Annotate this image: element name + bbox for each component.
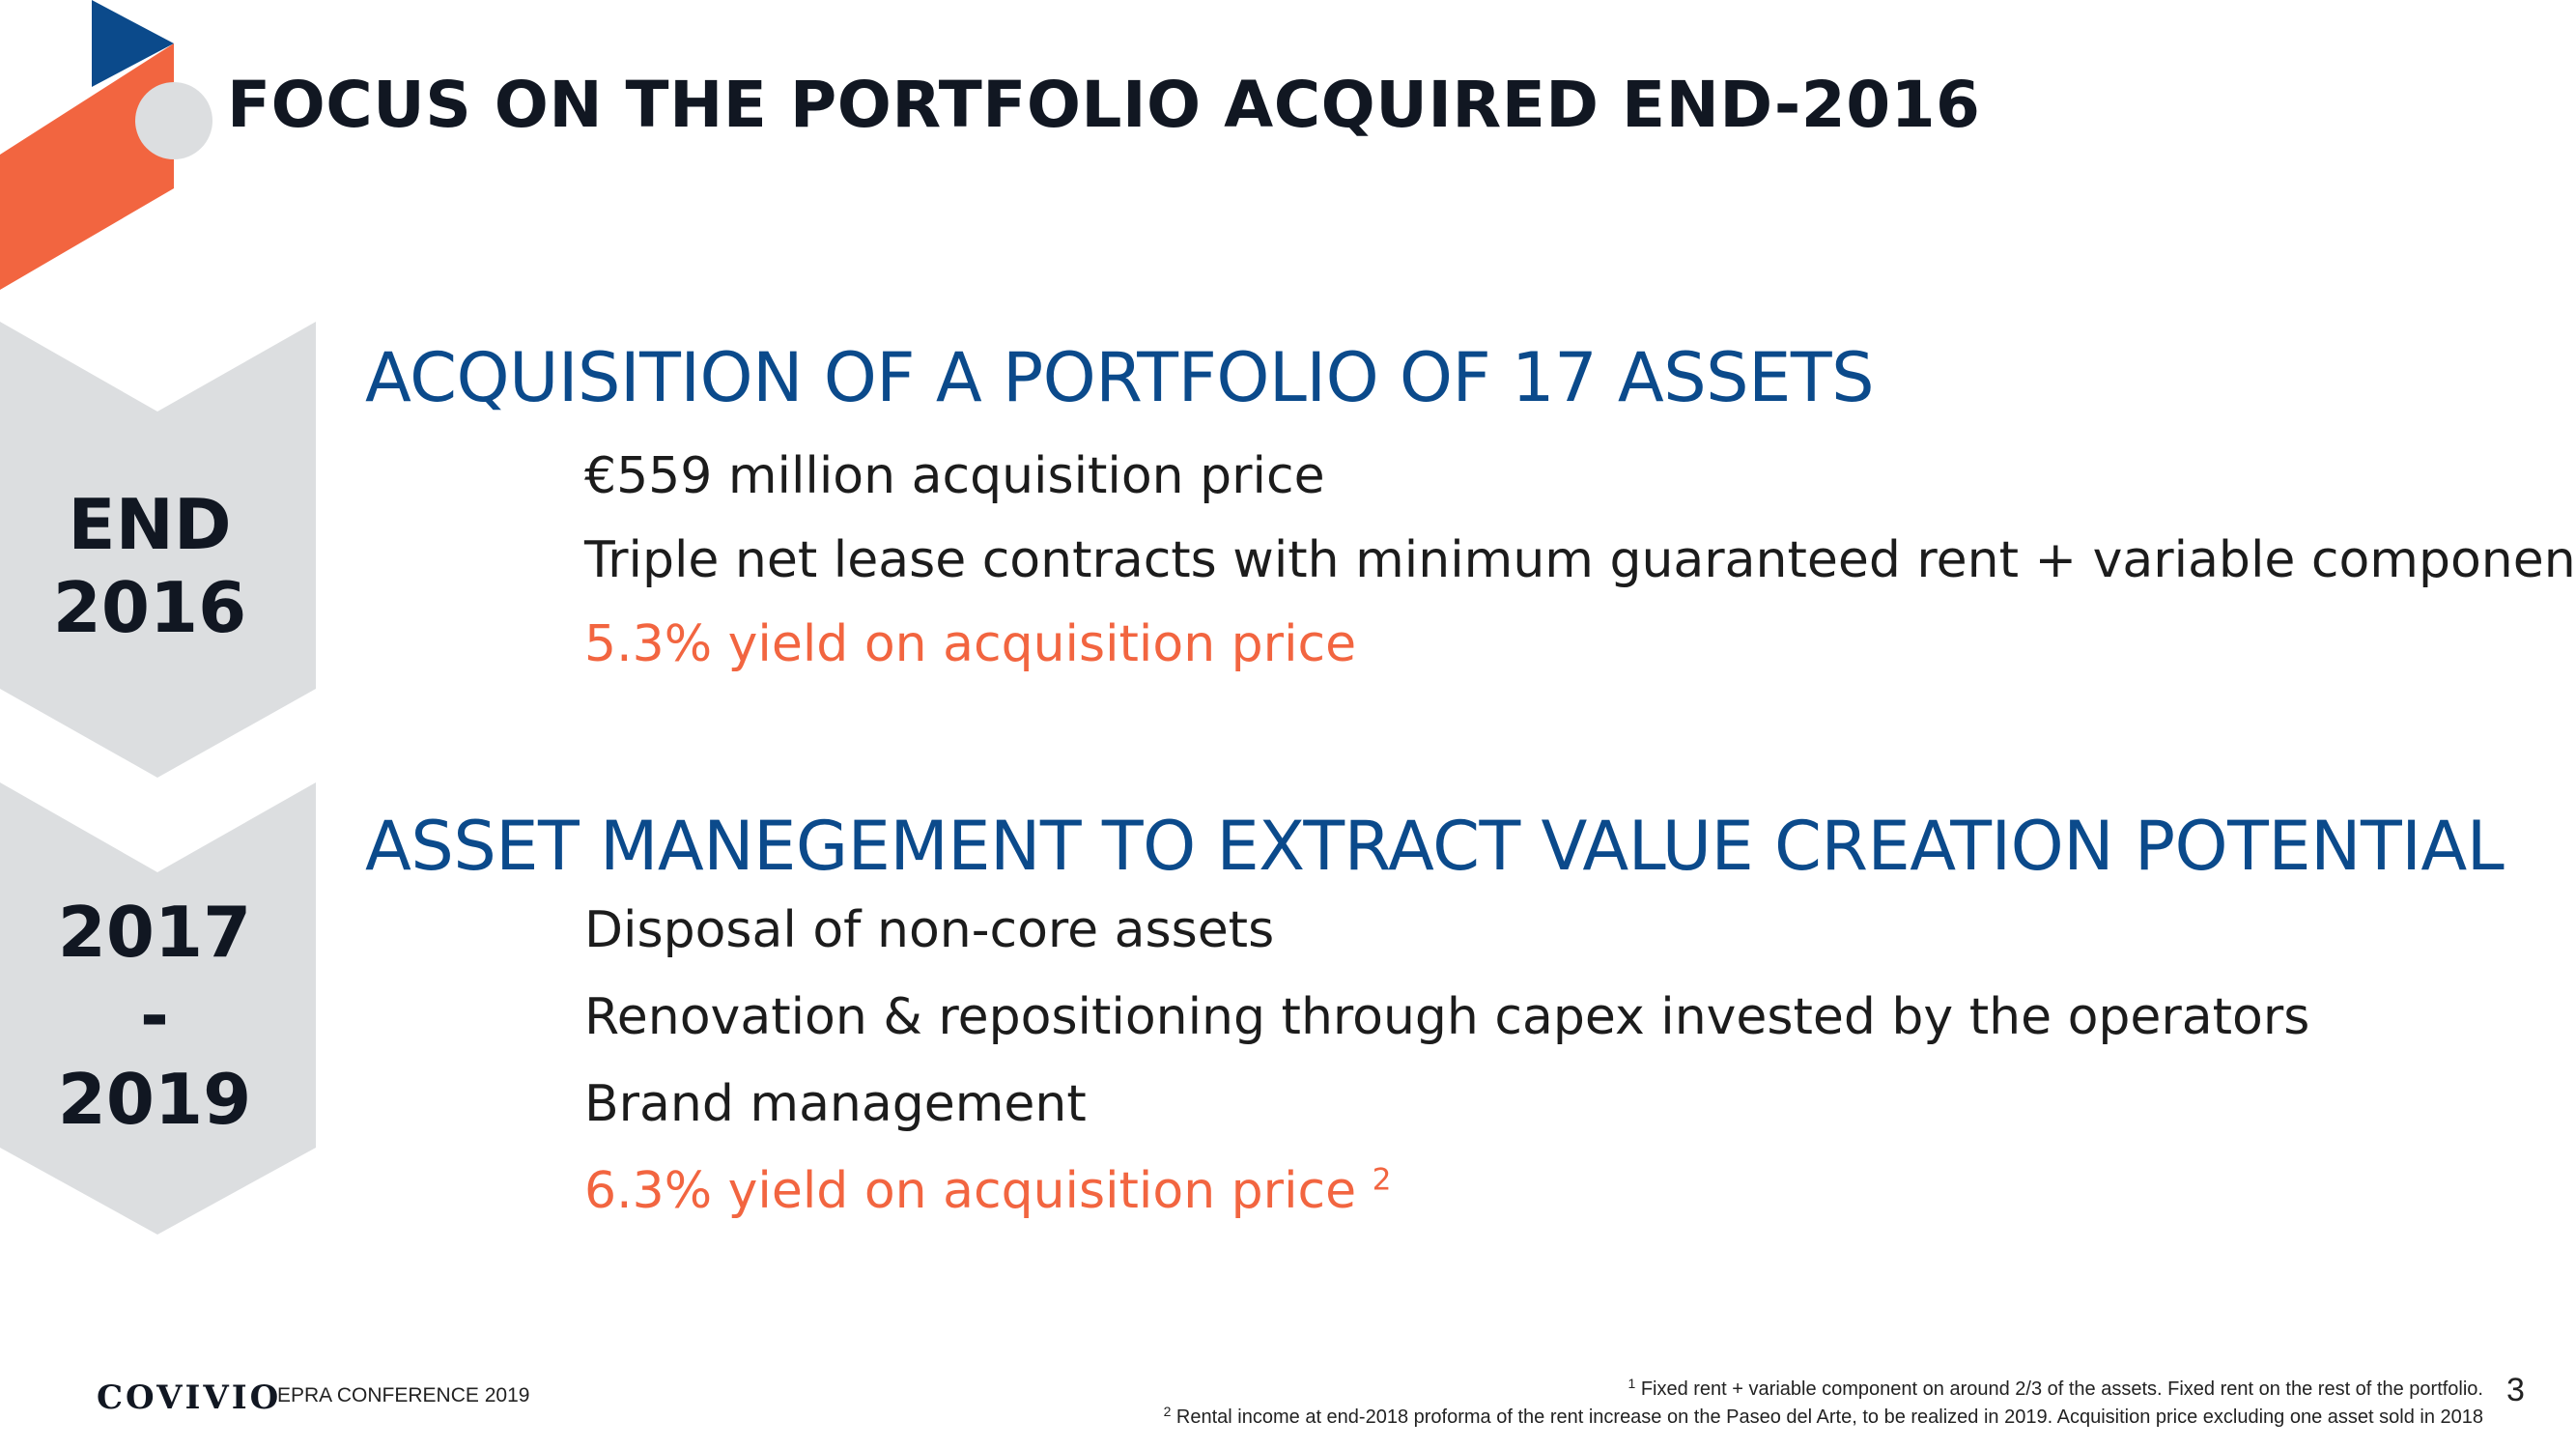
brand-blue-triangle	[92, 0, 174, 87]
period-line-1: 2017	[57, 892, 252, 973]
footnote-1-mark: 1	[1628, 1376, 1636, 1391]
period-end-2016: END 2016	[0, 483, 299, 650]
footnote-1-text: Fixed rent + variable component on aroun…	[1640, 1378, 2483, 1400]
brand-red-shape	[0, 43, 174, 290]
period-line-1: END	[68, 484, 232, 565]
section-1-highlight: 5.3% yield on acquisition price	[584, 615, 1357, 673]
highlight-text: 6.3% yield on acquisition price	[584, 1162, 1357, 1220]
footnote-2-text: Rental income at end-2018 proforma of th…	[1175, 1406, 2483, 1428]
period-line-3: 2019	[57, 1058, 252, 1140]
section-1-bullet-1: €559 million acquisition price	[584, 447, 1325, 505]
section-2-bullet-1: Disposal of non-core assets	[584, 901, 1275, 959]
section-1-heading: ACQUISITION OF A PORTFOLIO OF 17 ASSETS	[365, 338, 1875, 417]
footnote-2: 2 Rental income at end-2018 proforma of …	[1163, 1404, 2483, 1429]
covivio-logo: COVIVIO	[97, 1378, 282, 1417]
conference-label: EPRA CONFERENCE 2019	[277, 1384, 530, 1406]
brand-graphic	[0, 0, 212, 290]
period-line-2: -	[140, 975, 169, 1057]
section-2-bullet-2: Renovation & repositioning through capex…	[584, 988, 2310, 1046]
footnote-ref-2: 2	[1372, 1162, 1392, 1198]
footnote-2-mark: 2	[1163, 1404, 1172, 1419]
section-1-bullet-2: Triple net lease contracts with minimum …	[584, 531, 2576, 589]
footnote-1: 1 Fixed rent + variable component on aro…	[1628, 1376, 2483, 1401]
chevron-end-2016	[0, 322, 316, 778]
chevron-2017-2019	[0, 782, 316, 1235]
page-number: 3	[2506, 1372, 2525, 1408]
brand-gray-circle	[135, 82, 212, 159]
section-2-bullet-3: Brand management	[584, 1075, 1087, 1133]
section-2-highlight: 6.3% yield on acquisition price 2	[584, 1162, 1391, 1220]
period-line-2: 2016	[52, 567, 247, 649]
section-2-heading: ASSET MANEGEMENT TO EXTRACT VALUE CREATI…	[365, 807, 2505, 886]
bullet-text: Triple net lease contracts with minimum …	[584, 531, 2576, 589]
page-title: FOCUS ON THE PORTFOLIO ACQUIRED END-2016	[227, 68, 1981, 142]
period-2017-2019: 2017 - 2019	[0, 891, 309, 1141]
